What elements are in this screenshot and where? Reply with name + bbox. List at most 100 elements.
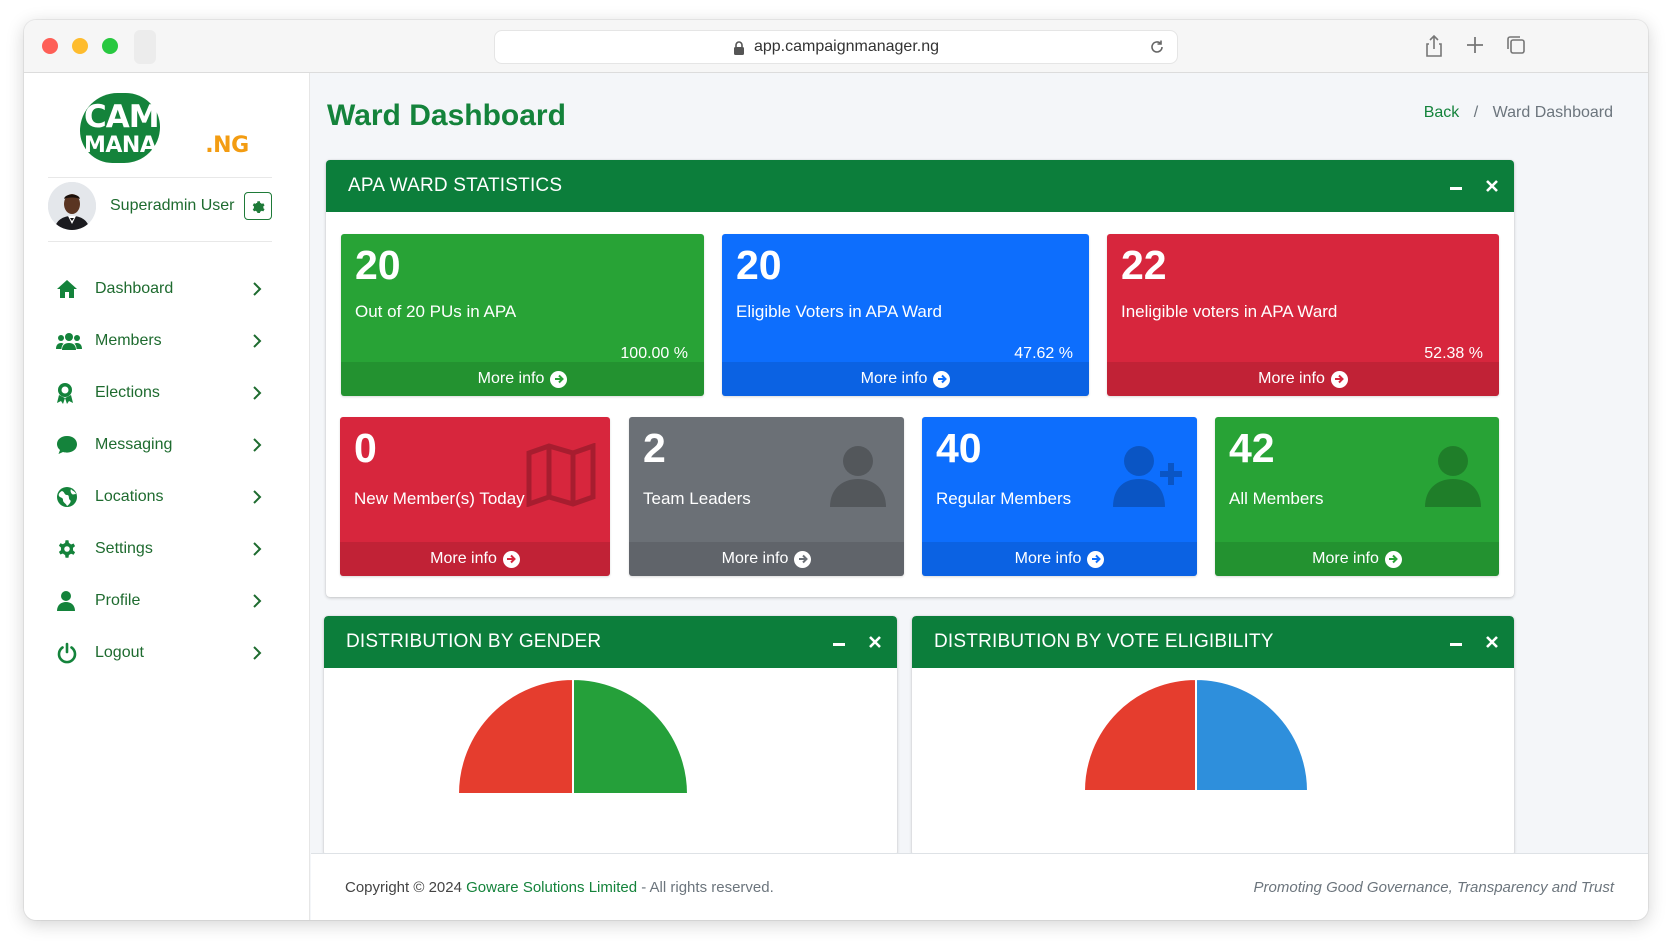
stat-box-ineligible-voters: 22 Ineligible voters in APA Ward 52.38 %… bbox=[1107, 234, 1499, 396]
more-info-link[interactable]: More info bbox=[340, 542, 610, 576]
logo-badge bbox=[80, 93, 160, 163]
user-settings-button[interactable] bbox=[244, 192, 272, 220]
sidebar-item-label: Locations bbox=[95, 488, 164, 505]
browser-window: app.campaignmanager.ng CAMPAIGN MANAGER.… bbox=[24, 20, 1648, 920]
remove-button[interactable] bbox=[1484, 634, 1500, 650]
stat-label: New Member(s) Today bbox=[354, 489, 525, 508]
users-icon bbox=[48, 329, 84, 353]
user-plus-icon bbox=[1113, 446, 1182, 507]
remove-button[interactable] bbox=[867, 634, 883, 650]
stat-label: Team Leaders bbox=[643, 489, 751, 508]
sidebar-nav: Dashboard Members Elections bbox=[48, 263, 278, 679]
breadcrumb-back-link[interactable]: Back bbox=[1423, 104, 1460, 121]
sidebar-item-settings[interactable]: Settings bbox=[48, 523, 278, 575]
user-icon bbox=[830, 446, 886, 507]
more-info-link[interactable]: More info bbox=[629, 542, 904, 576]
main-content: Ward Dashboard Back / Ward Dashboard APA… bbox=[311, 73, 1648, 920]
stat-percent: 47.62 % bbox=[1014, 345, 1073, 362]
sidebar-item-label: Dashboard bbox=[95, 280, 174, 297]
sidebar-item-dashboard[interactable]: Dashboard bbox=[48, 263, 278, 315]
logo-line1: CAMPAIGN bbox=[84, 99, 261, 135]
stats-card: APA WARD STATISTICS 20 Out of 20 PUs in … bbox=[326, 160, 1514, 597]
more-info-link[interactable]: More info bbox=[922, 542, 1197, 576]
chevron-right-icon bbox=[253, 594, 262, 608]
stat-box-team-leaders: 2 Team Leaders More info bbox=[629, 417, 904, 576]
chevron-right-icon bbox=[253, 282, 262, 296]
close-window-button[interactable] bbox=[42, 38, 58, 54]
card-tools bbox=[831, 616, 883, 668]
stat-value: 20 bbox=[355, 242, 401, 288]
tabs-overview-icon[interactable] bbox=[1505, 34, 1529, 58]
map-icon bbox=[526, 443, 596, 507]
company-link[interactable]: Goware Solutions Limited bbox=[466, 878, 638, 896]
avatar[interactable] bbox=[48, 182, 96, 230]
lock-icon bbox=[733, 40, 745, 55]
stat-label: Eligible Voters in APA Ward bbox=[736, 302, 942, 321]
more-info-link[interactable]: More info bbox=[341, 362, 704, 396]
stat-label: All Members bbox=[1229, 489, 1324, 508]
close-icon bbox=[869, 636, 881, 648]
arrow-circle-right-icon bbox=[933, 370, 951, 388]
gender-card-title: DISTRIBUTION BY GENDER bbox=[346, 631, 602, 652]
stat-label: Ineligible voters in APA Ward bbox=[1121, 302, 1338, 321]
page-title: Ward Dashboard bbox=[327, 99, 566, 132]
chevron-right-icon bbox=[253, 334, 262, 348]
remove-button[interactable] bbox=[1484, 178, 1500, 194]
stat-box-pus: 20 Out of 20 PUs in APA 100.00 % More in… bbox=[341, 234, 704, 396]
new-tab-icon[interactable] bbox=[1464, 34, 1488, 58]
collapse-button[interactable] bbox=[1448, 178, 1464, 194]
gender-pie-chart bbox=[456, 677, 690, 795]
eligibility-distribution-card: DISTRIBUTION BY VOTE ELIGIBILITY bbox=[912, 616, 1514, 856]
user-name[interactable]: Superadmin User bbox=[110, 197, 235, 214]
sidebar-toggle[interactable] bbox=[134, 30, 156, 64]
address-bar[interactable]: app.campaignmanager.ng bbox=[494, 30, 1178, 64]
globe-icon bbox=[48, 485, 84, 509]
pie-slice bbox=[1082, 677, 1197, 792]
more-info-link[interactable]: More info bbox=[722, 362, 1089, 396]
footer-tagline: Promoting Good Governance, Transparency … bbox=[1253, 878, 1614, 896]
stats-card-title: APA WARD STATISTICS bbox=[348, 175, 563, 196]
power-icon bbox=[48, 641, 84, 665]
copyright: Copyright © 2024 Goware Solutions Limite… bbox=[345, 878, 774, 896]
gender-distribution-card: DISTRIBUTION BY GENDER bbox=[324, 616, 897, 856]
user-panel: Superadmin User bbox=[48, 181, 272, 231]
stat-box-all-members: 42 All Members More info bbox=[1215, 417, 1499, 576]
stat-value: 22 bbox=[1121, 242, 1167, 288]
sidebar-item-locations[interactable]: Locations bbox=[48, 471, 278, 523]
stat-value: 20 bbox=[736, 242, 782, 288]
campaign-manager-logo[interactable]: CAMPAIGN MANAGER.NG bbox=[80, 93, 261, 163]
breadcrumb-current: Ward Dashboard bbox=[1492, 104, 1613, 121]
more-info-link[interactable]: More info bbox=[1107, 362, 1499, 396]
chevron-right-icon bbox=[253, 542, 262, 556]
share-icon[interactable] bbox=[1423, 34, 1447, 58]
sidebar-item-members[interactable]: Members bbox=[48, 315, 278, 367]
award-icon bbox=[48, 381, 84, 405]
pie-slice bbox=[456, 677, 574, 795]
sidebar-item-profile[interactable]: Profile bbox=[48, 575, 278, 627]
comment-icon bbox=[48, 433, 84, 457]
stat-box-eligible-voters: 20 Eligible Voters in APA Ward 47.62 % M… bbox=[722, 234, 1089, 396]
sidebar-item-logout[interactable]: Logout bbox=[48, 627, 278, 679]
sidebar-item-messaging[interactable]: Messaging bbox=[48, 419, 278, 471]
arrow-circle-right-icon bbox=[502, 550, 520, 568]
divider bbox=[48, 241, 272, 242]
sidebar-item-elections[interactable]: Elections bbox=[48, 367, 278, 419]
stat-percent: 52.38 % bbox=[1424, 345, 1483, 362]
maximize-window-button[interactable] bbox=[102, 38, 118, 54]
more-info-link[interactable]: More info bbox=[1215, 542, 1499, 576]
collapse-button[interactable] bbox=[831, 634, 847, 650]
eligibility-pie-chart bbox=[1082, 677, 1310, 792]
card-tools bbox=[1448, 160, 1500, 212]
more-info-label: More info bbox=[721, 550, 789, 567]
chevron-right-icon bbox=[253, 438, 262, 452]
gear-icon bbox=[252, 201, 265, 213]
reload-icon[interactable] bbox=[1149, 39, 1165, 60]
arrow-circle-right-icon bbox=[794, 550, 812, 568]
chevron-right-icon bbox=[253, 386, 262, 400]
collapse-button[interactable] bbox=[1448, 634, 1464, 650]
chevron-right-icon bbox=[253, 646, 262, 660]
eligibility-card-title: DISTRIBUTION BY VOTE ELIGIBILITY bbox=[934, 631, 1274, 652]
logo-line2: MANAGER.NG bbox=[84, 133, 249, 158]
sidebar-item-label: Logout bbox=[95, 644, 144, 661]
minimize-window-button[interactable] bbox=[72, 38, 88, 54]
